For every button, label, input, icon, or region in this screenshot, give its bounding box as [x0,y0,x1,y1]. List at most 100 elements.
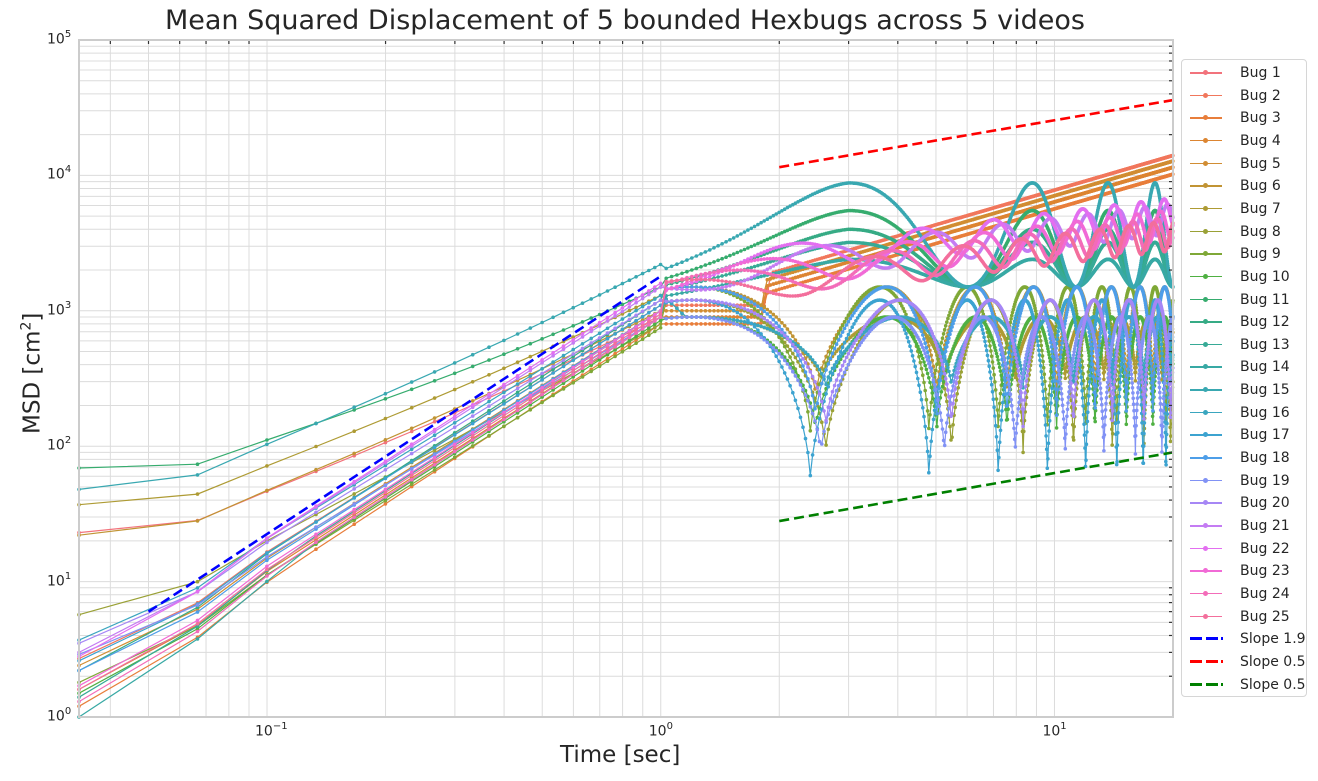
legend-item: Slope 0.5 [1190,674,1306,696]
legend-label: Bug 12 [1240,314,1290,331]
line-marker-icon [1190,498,1222,508]
axes-frame [78,39,1174,718]
line-marker-icon [1190,249,1222,259]
dashed-line-icon [1190,657,1223,667]
line-marker-icon [1190,612,1222,622]
x-tick-label: 100 [648,721,673,740]
data-series [77,153,1175,719]
series-12 [77,227,1175,673]
y-tick-label: 101 [47,570,72,590]
legend-label: Bug 16 [1240,404,1290,421]
series-24 [77,216,1175,704]
legend-item: Bug 11 [1190,289,1290,311]
series-25 [77,221,1175,692]
legend-label: Bug 17 [1240,427,1290,444]
legend-label: Bug 23 [1240,563,1290,580]
x-tick-label: 101 [1042,721,1067,740]
y-tick-label: 105 [47,29,72,48]
legend-label: Bug 5 [1240,155,1281,172]
legend-item: Bug 8 [1190,221,1281,243]
series-2 [77,153,1175,661]
line-marker-icon [1190,430,1222,440]
legend-label: Bug 1 [1240,65,1281,81]
legend-label: Bug 9 [1240,246,1281,263]
legend-label: Bug 3 [1240,110,1281,127]
legend-item: Slope 0.5 [1190,651,1306,673]
line-marker-icon [1190,317,1222,327]
series-20 [77,298,1175,646]
line-marker-icon [1190,295,1222,305]
legend-label: Bug 22 [1240,540,1290,557]
legend-label: Bug 21 [1240,518,1290,534]
legend-label: Bug 25 [1240,608,1290,625]
legend-label: Bug 14 [1240,359,1290,376]
legend-item: Bug 23 [1190,560,1290,582]
line-marker-icon [1190,159,1222,169]
legend-label: Bug 15 [1240,382,1290,399]
legend-label: Bug 24 [1240,585,1290,602]
legend-label: Bug 13 [1240,336,1290,353]
line-marker-icon [1190,204,1222,214]
y-axis-label: MSD [cm2] [18,312,46,435]
legend-item: Bug 17 [1190,424,1290,446]
reference-lines [147,98,1174,613]
legend-label: Bug 4 [1240,132,1281,149]
legend-label: Bug 11 [1240,291,1290,308]
legend-item: Bug 12 [1190,311,1290,333]
y-tick-label: 104 [47,164,72,184]
series-3 [77,172,1175,709]
legend-item: Bug 16 [1190,402,1290,424]
legend: Bug 1 Bug 2 Bug 3 Bug 4 Bug 5 Bug 6 Bug 7 Bug 8… [1181,59,1307,697]
legend-label: Bug 10 [1240,268,1290,285]
y-tick-label: 103 [47,299,72,319]
line-marker-icon [1190,227,1222,237]
legend-label: Slope 0.5 [1240,676,1306,693]
chart-title: Mean Squared Displacement of 5 bounded H… [164,5,1085,36]
legend-item: Bug 13 [1190,334,1290,356]
legend-label: Bug 6 [1240,178,1281,195]
line-marker-icon [1190,476,1222,486]
series-19 [77,315,1175,657]
dashed-line-icon [1190,680,1223,690]
reference-line [147,275,662,613]
legend-label: Bug 7 [1240,200,1281,217]
reference-line [779,451,1174,523]
legend-label: Bug 8 [1240,223,1281,240]
legend-item: Slope 1.9 [1190,628,1306,650]
line-marker-icon [1190,453,1222,463]
line-marker-icon [1190,544,1222,554]
line-marker-icon [1190,408,1222,418]
line-marker-icon [1190,136,1222,146]
legend-item: Bug 2 [1190,85,1281,107]
legend-item: Bug 19 [1190,470,1290,492]
line-marker-icon [1190,340,1222,350]
line-marker-icon [1190,113,1222,123]
legend-label: Bug 2 [1240,87,1281,104]
legend-item: Bug 25 [1190,606,1290,628]
line-marker-icon [1190,521,1222,531]
legend-label: Bug 20 [1240,495,1290,512]
legend-item: Bug 1 [1190,62,1281,84]
legend-item: Bug 18 [1190,447,1290,469]
legend-item: Bug 7 [1190,198,1281,220]
line-marker-icon [1190,91,1222,101]
line-marker-icon [1190,566,1222,576]
legend-item: Bug 24 [1190,583,1290,605]
dashed-line-icon [1190,634,1223,644]
legend-item: Bug 9 [1190,243,1281,265]
reference-line [779,98,1174,169]
legend-item: Bug 6 [1190,175,1281,197]
line-marker-icon [1190,181,1222,191]
legend-item: Bug 5 [1190,153,1281,175]
line-marker-icon [1190,362,1222,372]
y-tick-label: 100 [47,706,72,725]
line-marker-icon [1190,589,1222,599]
y-tick-label: 102 [47,435,72,454]
legend-label: Slope 1.9 [1240,631,1306,648]
x-tick-label: 10−1 [255,721,288,740]
legend-item: Bug 22 [1190,538,1290,560]
x-axis-label: Time [sec] [560,742,681,768]
line-marker-icon [1190,385,1222,395]
series-4 [77,165,1175,692]
